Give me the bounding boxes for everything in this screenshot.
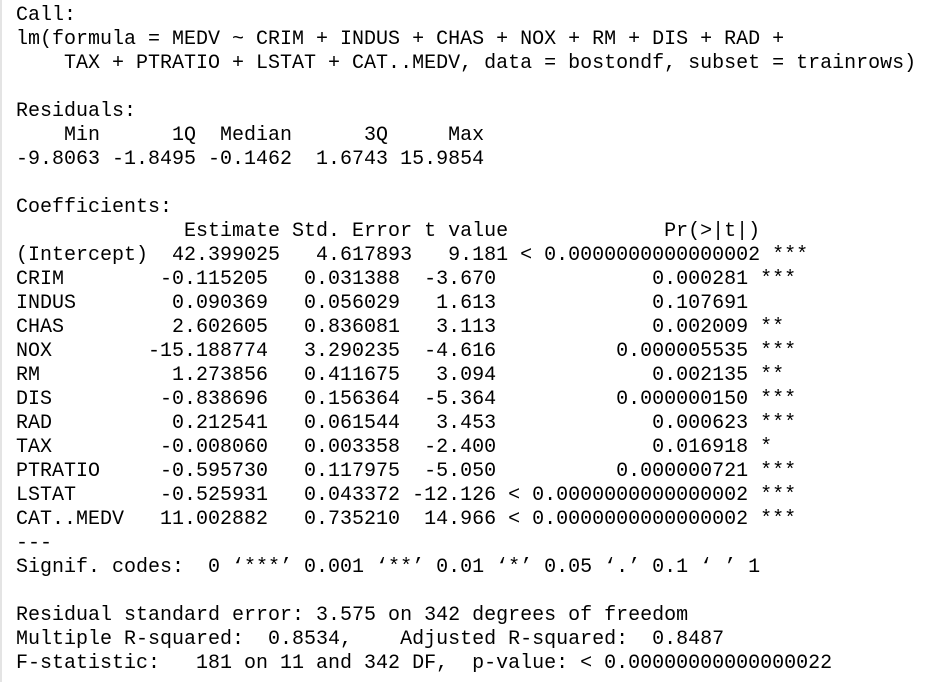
console-line: Signif. codes: 0 ‘***’ 0.001 ‘**’ 0.01 ‘… [16, 556, 761, 579]
console-line: Estimate Std. Error t value Pr(>|t|) [16, 220, 809, 243]
console-line: Residuals: [16, 100, 137, 123]
console-line: LSTAT -0.525931 0.043372 -12.126 < 0.000… [16, 484, 797, 507]
console-line: TAX -0.008060 0.003358 -2.400 0.016918 * [16, 436, 797, 459]
console-line: DIS -0.838696 0.156364 -5.364 0.00000015… [16, 388, 797, 411]
console-line: Residual standard error: 3.575 on 342 de… [16, 604, 689, 627]
console-line: -9.8063 -1.8495 -0.1462 1.6743 15.9854 [16, 148, 497, 171]
console-line: F-statistic: 181 on 11 and 342 DF, p-val… [16, 652, 833, 675]
console-line: INDUS 0.090369 0.056029 1.613 0.107691 [16, 292, 797, 315]
console-left-border [0, 0, 2, 682]
console-line: Multiple R-squared: 0.8534, Adjusted R-s… [16, 628, 737, 651]
console-line: (Intercept) 42.399025 4.617893 9.181 < 0… [16, 244, 809, 267]
console-line: Min 1Q Median 3Q Max [16, 124, 497, 147]
console-line: CHAS 2.602605 0.836081 3.113 0.002009 ** [16, 316, 797, 339]
r-console-output[interactable]: Call: lm(formula = MEDV ~ CRIM + INDUS + … [16, 4, 916, 676]
console-line: Call: [16, 4, 77, 27]
console-line: lm(formula = MEDV ~ CRIM + INDUS + CHAS … [16, 28, 797, 51]
console-line: Coefficients: [16, 196, 173, 219]
console-line [16, 76, 916, 100]
console-line: --- [16, 532, 53, 555]
console-line: CRIM -0.115205 0.031388 -3.670 0.000281 … [16, 268, 797, 291]
console-line: RM 1.273856 0.411675 3.094 0.002135 ** [16, 364, 797, 387]
console-line [16, 580, 916, 604]
console-line [16, 172, 916, 196]
console-line: NOX -15.188774 3.290235 -4.616 0.0000055… [16, 340, 797, 363]
console-line: RAD 0.212541 0.061544 3.453 0.000623 *** [16, 412, 797, 435]
console-line: TAX + PTRATIO + LSTAT + CAT..MEDV, data … [16, 52, 917, 75]
console-line: PTRATIO -0.595730 0.117975 -5.050 0.0000… [16, 460, 797, 483]
console-line: CAT..MEDV 11.002882 0.735210 14.966 < 0.… [16, 508, 797, 531]
